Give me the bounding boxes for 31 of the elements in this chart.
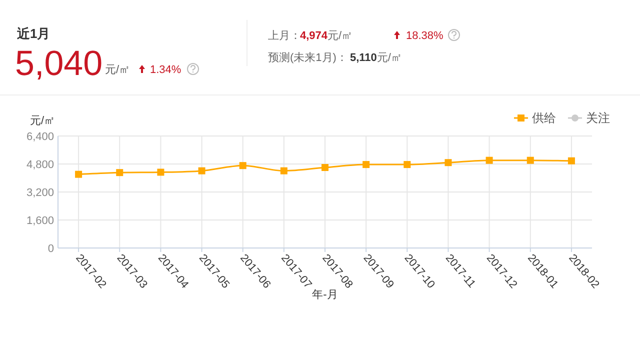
text: 上月： xyxy=(268,29,301,42)
point xyxy=(75,170,82,178)
y-tick-label: 1,600 xyxy=(26,215,54,227)
text: 18.38% xyxy=(406,30,444,42)
text: 5,110元/㎡ xyxy=(350,52,402,64)
point xyxy=(116,169,124,176)
text: 元/㎡ xyxy=(105,64,130,76)
text: 4,974元/㎡ xyxy=(300,30,353,42)
legend-label: 供给 xyxy=(532,111,556,125)
point xyxy=(239,162,246,170)
point xyxy=(157,168,164,176)
text: 近1月 xyxy=(16,26,50,41)
x-axis-title: 年-月 xyxy=(312,289,338,301)
text: 5,040 xyxy=(15,44,103,83)
y-tick-label: 4,800 xyxy=(26,159,54,171)
text: 预测(未来1月)： xyxy=(268,51,348,64)
point xyxy=(322,164,328,171)
y-tick-label: 3,200 xyxy=(26,187,54,199)
point xyxy=(568,157,575,164)
y-tick-label: 6,400 xyxy=(26,131,54,143)
point xyxy=(526,156,534,164)
y-tick-label: 0 xyxy=(48,243,54,255)
point xyxy=(280,167,288,174)
point xyxy=(198,167,206,174)
text: 1.34% xyxy=(150,64,182,76)
legend-label: 关注 xyxy=(586,111,610,125)
point xyxy=(362,161,370,168)
point xyxy=(444,159,452,166)
y-axis-title: 元/㎡ xyxy=(30,115,56,127)
point xyxy=(486,156,493,164)
point xyxy=(404,161,411,168)
